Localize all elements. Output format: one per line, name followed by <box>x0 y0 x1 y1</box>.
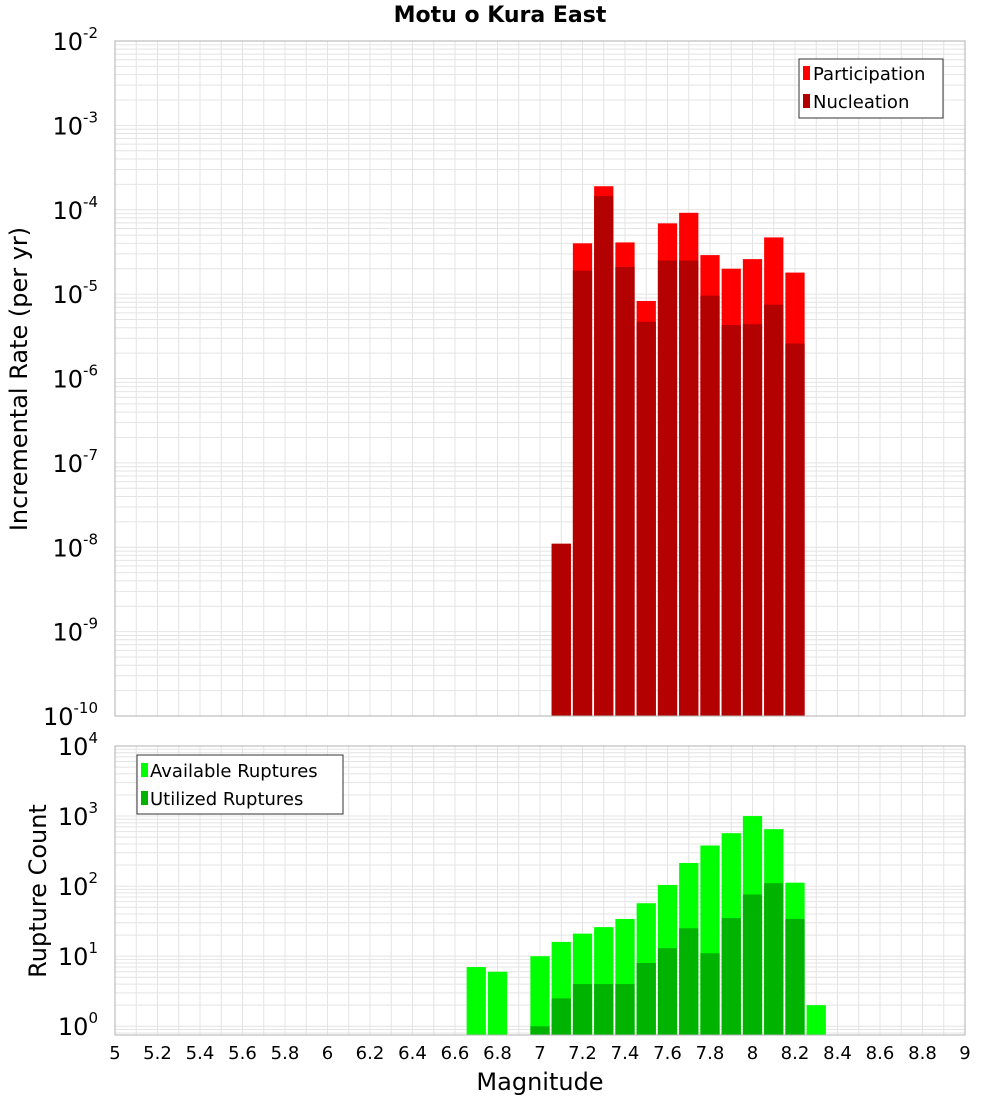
bottom-y-tick-label: 104 <box>58 729 98 761</box>
x-tick-label: 5.2 <box>143 1043 172 1064</box>
utilized-ruptures-bar <box>551 998 571 1035</box>
x-tick-label: 7.8 <box>696 1043 725 1064</box>
utilized-ruptures-bar <box>636 962 656 1035</box>
participation-legend-label: Participation <box>813 64 925 85</box>
bottom-y-axis-label: Rupture Count <box>24 804 52 978</box>
utilized-ruptures-bar <box>572 984 593 1035</box>
available-ruptures-bar <box>806 1005 826 1035</box>
x-tick-label: 6 <box>322 1043 333 1064</box>
x-tick-label: 5.8 <box>271 1043 300 1064</box>
x-tick-label: 6.4 <box>398 1043 427 1064</box>
nucleation-bar <box>594 196 614 716</box>
utilized-ruptures-bar <box>679 928 699 1035</box>
x-tick-label: 7.2 <box>568 1043 597 1064</box>
top-y-tick-label: 10-3 <box>52 108 98 140</box>
utilized-ruptures-bar <box>700 953 720 1035</box>
top-y-tick-label: 10-2 <box>52 24 98 56</box>
available-ruptures-bar <box>466 967 486 1035</box>
x-tick-label: 9 <box>959 1043 970 1064</box>
top-y-tick-label: 10-4 <box>52 193 98 225</box>
top-y-tick-label: 10-5 <box>52 277 98 309</box>
x-tick-label: 5.6 <box>228 1043 257 1064</box>
utilized-ruptures-swatch <box>141 791 148 805</box>
available-ruptures-bar <box>530 956 550 1035</box>
utilized-ruptures-bar <box>785 918 805 1035</box>
bottom-y-tick-label: 100 <box>58 1009 98 1041</box>
top-bars <box>551 186 805 716</box>
x-tick-label: 6.6 <box>441 1043 470 1064</box>
utilized-ruptures-bar <box>657 948 678 1035</box>
nucleation-bar <box>785 343 805 716</box>
top-y-axis-label: Incremental Rate (per yr) <box>5 227 33 531</box>
bottom-legend-box <box>136 754 344 815</box>
utilized-ruptures-bar <box>530 1026 550 1035</box>
nucleation-swatch <box>803 94 810 108</box>
x-tick-label: 8.6 <box>866 1043 895 1064</box>
x-tick-label: 7 <box>534 1043 545 1064</box>
nucleation-bar <box>742 324 763 716</box>
bottom-bars <box>466 816 826 1035</box>
bottom-y-tick-label: 103 <box>58 799 98 831</box>
utilized-ruptures-bar <box>764 883 784 1035</box>
x-tick-label: 7.6 <box>653 1043 682 1064</box>
utilized-ruptures-bar <box>742 894 763 1035</box>
available-ruptures-legend-label: Available Ruptures <box>150 761 318 782</box>
available-ruptures-bar <box>487 971 508 1035</box>
top-grid <box>115 41 966 716</box>
bottom-plot-border <box>114 745 966 1036</box>
x-tick-label: 6.8 <box>483 1043 512 1064</box>
utilized-ruptures-bar <box>594 984 614 1035</box>
x-axis-label: Magnitude <box>476 1068 603 1096</box>
x-tick-label: 7.4 <box>611 1043 640 1064</box>
utilized-ruptures-bar <box>615 984 635 1035</box>
x-tick-label: 8.2 <box>781 1043 810 1064</box>
nucleation-bar <box>679 260 699 716</box>
top-legend-box <box>798 58 944 119</box>
bottom-y-tick-label: 101 <box>58 939 98 971</box>
x-tick-label: 6.2 <box>356 1043 385 1064</box>
top-legend: Participation Nucleation <box>798 58 944 119</box>
chart-title: Motu o Kura East <box>394 3 607 28</box>
participation-swatch <box>803 66 810 80</box>
bottom-y-tick-labels: 100 101 102 103 104 <box>58 729 98 1041</box>
bottom-y-tick-label: 102 <box>58 869 98 901</box>
top-y-tick-label: 10-6 <box>52 362 98 394</box>
top-plot-border <box>114 40 966 717</box>
nucleation-bar <box>636 321 656 716</box>
nucleation-bar <box>700 295 720 716</box>
available-ruptures-swatch <box>141 763 148 777</box>
top-y-tick-label: 10-7 <box>52 446 98 478</box>
nucleation-bar <box>764 304 784 716</box>
x-tick-label: 8.4 <box>823 1043 852 1064</box>
top-y-tick-labels: 10-10 10-9 10-8 10-7 10-6 10-5 10-4 10-3 10-2 <box>43 24 98 731</box>
x-tick-label: 8.8 <box>908 1043 937 1064</box>
utilized-ruptures-legend-label: Utilized Ruptures <box>150 789 303 810</box>
x-tick-label: 8 <box>747 1043 758 1064</box>
x-tick-label: 5 <box>109 1043 120 1064</box>
utilized-ruptures-bar <box>721 918 741 1035</box>
bottom-legend: Available Ruptures Utilized Ruptures <box>136 754 344 815</box>
top-y-tick-label: 10-9 <box>52 615 98 647</box>
top-y-tick-label: 10-10 <box>43 699 98 731</box>
nucleation-bar <box>572 270 593 716</box>
nucleation-bar <box>721 325 741 716</box>
x-tick-label: 5.4 <box>186 1043 215 1064</box>
nucleation-legend-label: Nucleation <box>813 92 909 113</box>
nucleation-bar <box>657 260 678 716</box>
x-tick-labels: 5 5.2 5.4 5.6 5.8 6 6.2 6.4 6.6 6.8 7 7.2 7.4 7.6 7.8 8… <box>109 1043 970 1064</box>
nucleation-bar <box>551 543 571 716</box>
top-y-tick-label: 10-8 <box>52 530 98 562</box>
nucleation-bar <box>615 266 635 716</box>
